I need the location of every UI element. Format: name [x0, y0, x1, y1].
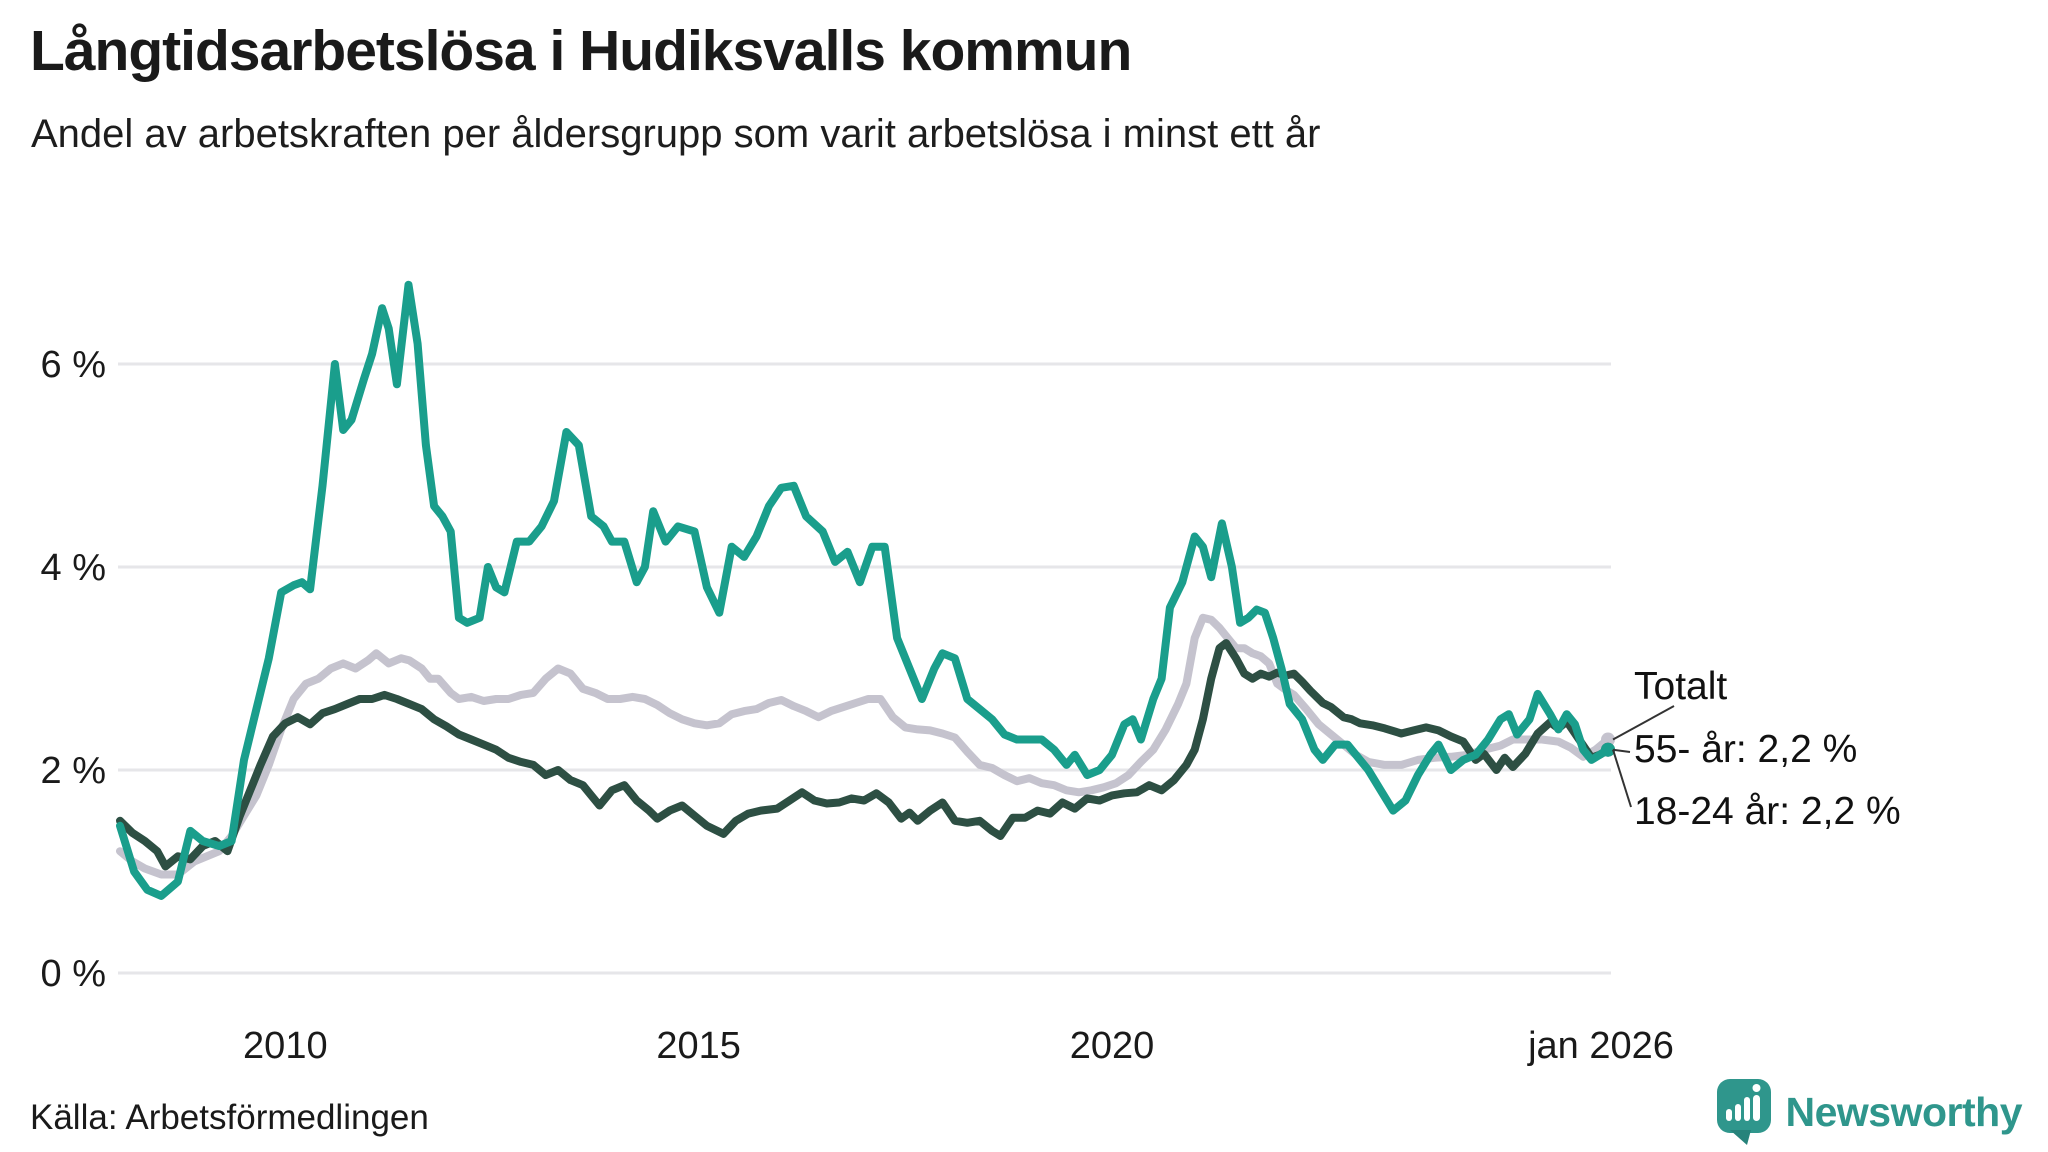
- page-title: Långtidsarbetslösa i Hudiksvalls kommun: [30, 19, 1132, 83]
- end-label-55-ar: 55- år: 2,2 %: [1634, 728, 1858, 771]
- source-note: Källa: Arbetsförmedlingen: [30, 1098, 429, 1137]
- y-tick-label: 2 %: [41, 750, 106, 792]
- end-label-18-24-ar: 18-24 år: 2,2 %: [1634, 790, 1901, 833]
- x-tick-label: 2010: [243, 1025, 328, 1067]
- series-line-55--r: [116, 639, 1612, 871]
- series-endpoint-dot: [1601, 732, 1615, 747]
- y-tick-label: 6 %: [41, 344, 106, 386]
- newsworthy-icon: [1716, 1079, 1771, 1145]
- newsworthy-logo: Newsworthy: [1716, 1078, 2023, 1146]
- series-line-totalt: [116, 613, 1612, 879]
- x-tick-label: 2020: [1070, 1025, 1155, 1067]
- x-tick-label: 2015: [656, 1025, 741, 1067]
- leader-line: [1612, 705, 1675, 741]
- y-tick-label: 4 %: [41, 547, 106, 589]
- series-endpoint-dot: [1601, 742, 1615, 757]
- end-label-totalt: Totalt: [1634, 665, 1728, 708]
- chart-subtitle: Andel av arbetskraften per åldersgrupp s…: [31, 112, 1321, 156]
- y-tick-label: 0 %: [41, 953, 106, 995]
- leader-line: [1612, 748, 1631, 753]
- series-line-18-24-r: [116, 280, 1612, 900]
- leader-line: [1612, 749, 1632, 808]
- x-tick-label: jan 2026: [1527, 1025, 1674, 1067]
- newsworthy-wordmark: Newsworthy: [1785, 1088, 2023, 1135]
